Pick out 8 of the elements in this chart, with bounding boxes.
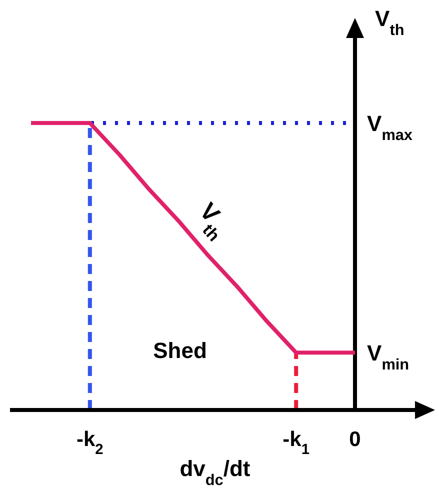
x-axis-title: dv$_{dc}$/dt — [180, 456, 251, 488]
annotation: V$_{min}$ — [367, 340, 410, 374]
x-tick-label: -k$_{1}$ — [282, 428, 310, 458]
x-tick-label: 0 — [349, 428, 361, 451]
x-tick-label: -k$_{2}$ — [76, 428, 104, 458]
y-axis-title: V$_{th}$ — [375, 6, 404, 38]
annotation: Shed — [153, 338, 207, 363]
ref-line-label: V$_{max}$ — [367, 111, 413, 144]
